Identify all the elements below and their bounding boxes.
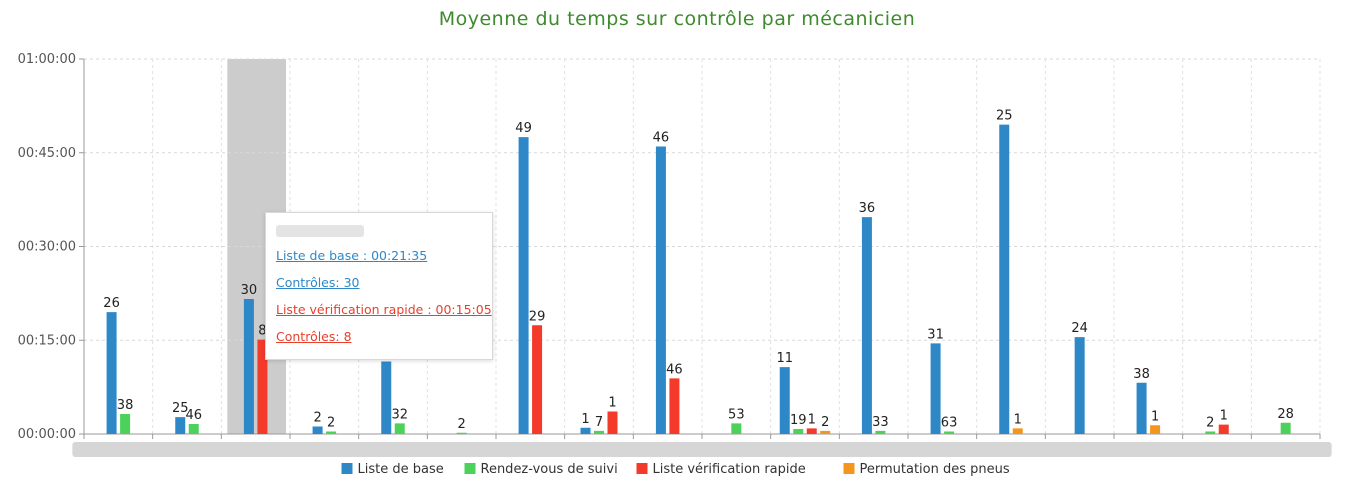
bar-value-label: 38	[117, 398, 134, 413]
bar-value-label: 1	[1151, 409, 1159, 424]
bar	[731, 423, 742, 434]
bar	[188, 424, 199, 434]
bar-value-label: 1	[581, 412, 589, 427]
bar-value-label: 28	[1277, 407, 1294, 422]
bar	[1012, 428, 1023, 434]
bar	[120, 414, 131, 434]
bar-value-label: 2	[458, 417, 466, 432]
bar	[1074, 337, 1085, 434]
bar	[1150, 425, 1161, 434]
bar	[326, 431, 337, 434]
bar-value-label: 36	[859, 201, 876, 216]
bar-value-label: 63	[941, 416, 958, 431]
bar	[518, 137, 529, 434]
tooltip: Liste de base : 00:21:35 Contrôles: 30 L…	[265, 212, 493, 360]
bar	[1136, 382, 1147, 434]
bar	[1205, 431, 1216, 434]
bar	[381, 361, 392, 434]
bar	[820, 430, 831, 434]
bar-value-label: 25	[996, 109, 1013, 124]
bar-value-label: 53	[728, 407, 745, 422]
bar-value-label: 32	[391, 407, 408, 422]
tooltip-line-quick-time: Liste vérification rapide : 00:15:05	[276, 302, 492, 317]
bar	[243, 299, 254, 434]
bar-value-label: 1	[608, 396, 616, 411]
bar	[532, 325, 543, 434]
bar	[944, 431, 955, 434]
bar-value-label: 30	[241, 283, 258, 298]
bar-value-label: 1	[1014, 412, 1022, 427]
bar-value-label: 46	[185, 408, 202, 423]
bar	[312, 426, 323, 434]
bar-value-label: 46	[666, 362, 683, 377]
bar	[875, 430, 886, 434]
bar	[861, 217, 872, 434]
bar	[175, 417, 186, 434]
y-tick-label: 00:15:00	[18, 333, 76, 348]
tooltip-line-base-time: Liste de base : 00:21:35	[276, 248, 428, 263]
bar-value-label: 33	[872, 415, 889, 430]
bar-value-label: 8	[258, 324, 266, 339]
legend-swatch	[341, 463, 353, 474]
bar-value-label: 26	[103, 296, 120, 311]
bar-value-label: 2	[327, 416, 335, 431]
legend-label: Liste de base	[358, 462, 444, 477]
bar	[257, 339, 268, 434]
bar	[580, 427, 591, 434]
x-category-label-redacted	[1239, 442, 1332, 457]
tooltip-redacted-name	[276, 225, 364, 237]
bar	[106, 312, 117, 434]
bar	[655, 146, 666, 434]
bar-value-label: 46	[653, 131, 670, 146]
bar	[1218, 424, 1229, 434]
chart-title: Moyenne du temps sur contrôle par mécani…	[438, 8, 916, 30]
bar	[594, 430, 604, 434]
bar-value-label: 1	[808, 412, 816, 427]
legend-label: Rendez-vous de suivi	[481, 462, 618, 477]
bar-value-label: 2	[821, 415, 829, 430]
bar	[456, 432, 467, 434]
bar	[999, 124, 1010, 434]
bar	[930, 343, 941, 434]
bar-value-label: 25	[172, 401, 189, 416]
bar-value-label: 38	[1133, 367, 1150, 382]
bar	[1280, 422, 1291, 434]
bar	[806, 428, 817, 434]
y-tick-label: 00:30:00	[18, 240, 76, 255]
y-tick-label: 00:45:00	[18, 146, 76, 161]
bar	[607, 411, 618, 434]
bar-value-label: 29	[529, 309, 546, 324]
tooltip-line-quick-count: Contrôles: 8	[276, 329, 352, 344]
tooltip-line-base-count: Contrôles: 30	[276, 275, 360, 290]
bar-value-label: 11	[776, 351, 793, 366]
bar	[394, 423, 405, 434]
bar-value-label: 2	[1206, 416, 1214, 431]
bar-value-label: 49	[515, 121, 532, 136]
bar-value-label: 19	[790, 413, 807, 428]
bar	[779, 367, 790, 434]
bar-value-label: 2	[313, 411, 321, 426]
bar-value-label: 24	[1071, 321, 1088, 336]
bar	[793, 429, 804, 434]
legend-swatch	[843, 463, 855, 474]
bar	[669, 378, 680, 434]
bar-value-label: 1	[1220, 409, 1228, 424]
y-tick-label: 00:00:00	[18, 427, 76, 442]
legend-label: Permutation des pneus	[860, 462, 1010, 477]
y-tick-label: 01:00:00	[18, 52, 76, 67]
legend-swatch	[464, 463, 476, 474]
bar-value-label: 31	[927, 327, 944, 342]
legend-label: Liste vérification rapide	[653, 462, 806, 477]
legend-swatch	[636, 463, 648, 474]
bar-value-label: 7	[595, 415, 603, 430]
